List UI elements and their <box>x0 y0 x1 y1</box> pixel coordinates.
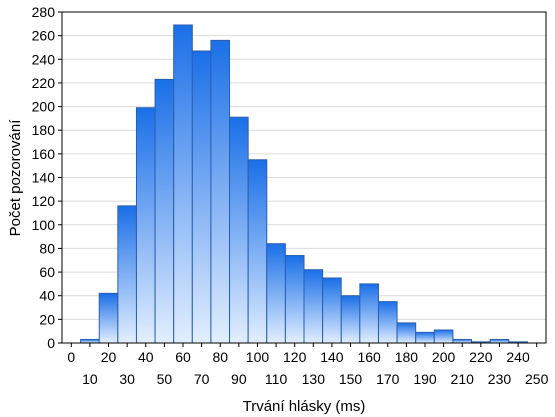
y-tick-label: 240 <box>32 51 56 67</box>
histogram-bar <box>433 329 454 343</box>
x-tick-labels: 0 20 40 60 80 100 120 140 160 180 200 220 240 10 30 50 7… <box>67 343 549 387</box>
x-tick-label: 60 <box>175 349 191 365</box>
histogram-bar <box>377 301 398 343</box>
x-tick-label: 110 <box>265 371 288 387</box>
x-tick-label: 200 <box>432 349 456 365</box>
bars <box>80 24 528 343</box>
histogram-bar <box>210 39 231 343</box>
x-tick-label: 70 <box>194 371 210 387</box>
y-tick-label: 40 <box>39 288 55 304</box>
x-tick-label: 180 <box>395 349 419 365</box>
y-tick-label: 140 <box>32 170 56 186</box>
x-tick-label: 140 <box>320 349 344 365</box>
histogram-bar <box>322 277 342 343</box>
y-tick-label: 280 <box>32 4 56 20</box>
histogram-bar <box>247 159 268 343</box>
x-tick-label: 170 <box>376 371 400 387</box>
histogram-bar <box>489 338 510 343</box>
x-tick-label: 10 <box>82 371 98 387</box>
x-tick-label: 50 <box>157 371 173 387</box>
histogram-bar <box>229 116 249 343</box>
histogram-bar <box>266 243 286 343</box>
histogram-bar <box>80 338 100 343</box>
histogram-bar <box>117 205 137 343</box>
x-tick-label: 150 <box>339 371 363 387</box>
x-tick-label: 220 <box>469 349 493 365</box>
histogram-bar <box>154 78 175 343</box>
x-tick-label: 230 <box>488 371 512 387</box>
histogram-bar <box>452 338 473 343</box>
histogram-bar <box>303 269 324 343</box>
y-tick-label: 60 <box>39 264 55 280</box>
x-tick-label: 250 <box>525 371 549 387</box>
x-tick-label: 40 <box>138 349 154 365</box>
histogram-bar <box>173 24 193 343</box>
x-tick-label: 0 <box>67 349 75 365</box>
histogram-bar <box>508 341 528 343</box>
y-tick-label: 0 <box>47 335 55 351</box>
y-tick-label: 100 <box>32 217 56 233</box>
x-tick-label: 90 <box>231 371 247 387</box>
x-axis-title: Trvání hlásky (ms) <box>243 398 366 415</box>
x-tick-label: 160 <box>357 349 381 365</box>
x-tick-label: 210 <box>451 371 475 387</box>
y-tick-label: 260 <box>32 28 56 44</box>
histogram-bar <box>415 331 435 343</box>
histogram-bar <box>191 50 212 343</box>
y-tick-label: 80 <box>39 240 55 256</box>
histogram-bar <box>396 322 417 343</box>
y-tick-labels: 0 20 40 60 80 100 120 140 160 180 200 220 240 260 280 <box>32 4 62 351</box>
y-tick-label: 200 <box>32 99 56 115</box>
histogram-bar <box>359 283 379 343</box>
x-tick-label: 190 <box>413 371 437 387</box>
y-tick-label: 220 <box>32 75 56 91</box>
histogram-bar <box>284 255 305 343</box>
x-tick-label: 240 <box>506 349 530 365</box>
histogram-bar <box>98 292 119 343</box>
x-tick-label: 100 <box>246 349 270 365</box>
x-tick-label: 130 <box>302 371 326 387</box>
y-tick-label: 20 <box>39 311 55 327</box>
x-tick-label: 30 <box>119 371 135 387</box>
y-tick-label: 180 <box>32 122 56 138</box>
x-tick-label: 80 <box>212 349 228 365</box>
y-axis-title: Počet pozorování <box>7 119 24 237</box>
x-tick-label: 120 <box>283 349 307 365</box>
histogram-bar <box>135 107 156 343</box>
y-tick-label: 120 <box>32 193 56 209</box>
y-tick-label: 160 <box>32 146 56 162</box>
histogram-bar <box>340 295 361 343</box>
x-tick-label: 20 <box>101 349 117 365</box>
